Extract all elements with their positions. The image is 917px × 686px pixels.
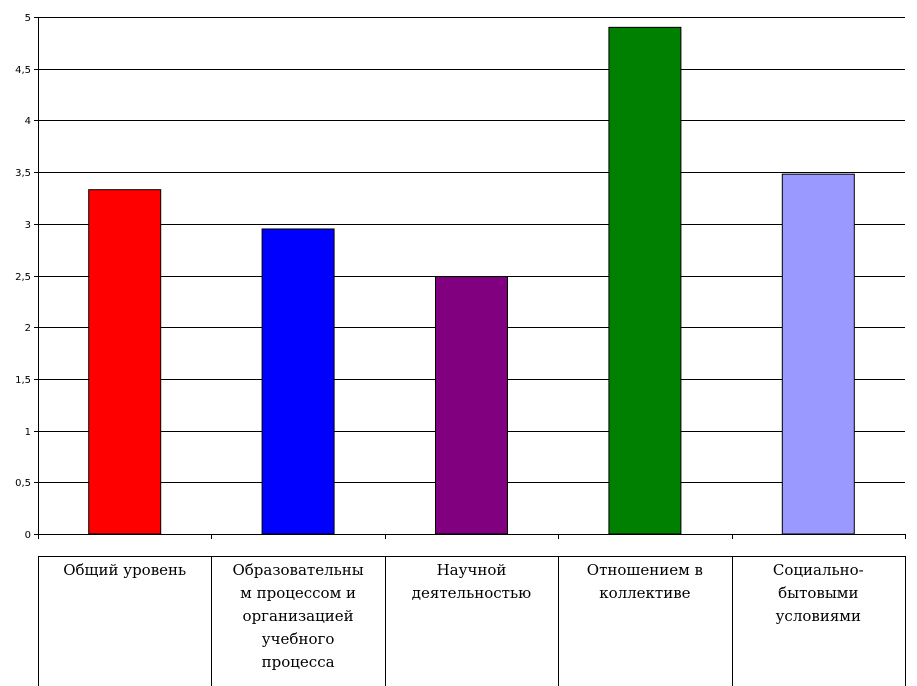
category-label: Социально- [773,561,864,579]
category-label: Общий уровень [63,561,186,579]
category-label: Научной [437,561,507,579]
y-tick-label: 4 [25,116,31,127]
y-tick-label: 0,5 [15,478,31,489]
bars [88,26,855,535]
category-label: учебного [262,630,335,648]
y-tick-label: 1,5 [15,375,31,386]
y-tick-label: 3 [25,220,31,231]
y-tick-label: 4,5 [15,65,31,76]
y-tick-label: 3,5 [15,168,31,179]
y-tick-label: 2,5 [15,272,31,283]
y-tick-label: 1 [25,427,31,438]
category-label: деятельностью [412,584,531,602]
y-tick-label: 5 [25,13,31,24]
bar [608,26,682,535]
bar [88,189,162,535]
category-label: коллективе [599,584,690,602]
bar [781,173,855,535]
category-table: Общий уровень Образовательны м процессом и… [38,534,906,686]
category-label: бытовыми [778,584,858,602]
category-label: Образовательны [232,561,363,579]
y-tick-label: 2 [25,323,31,334]
category-label: процесса [262,653,335,671]
category-label: Отношением в [587,561,703,579]
category-label: организацией [243,607,354,625]
bar [261,228,335,535]
category-label: условиями [776,607,861,625]
bar [435,276,508,535]
category-label: м процессом и [240,584,356,602]
y-tick-label: 0 [25,530,31,541]
